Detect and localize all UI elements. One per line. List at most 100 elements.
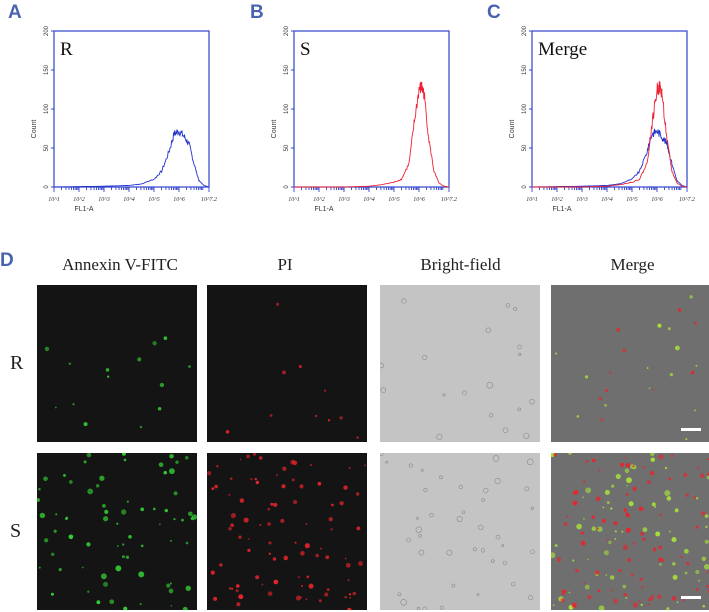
fluorescence-image (37, 285, 197, 442)
red-cell (229, 477, 233, 480)
red-cell (600, 418, 604, 422)
cell-outline (380, 387, 387, 393)
green-cell (664, 490, 671, 497)
y-tick-label: 150 (284, 64, 290, 75)
green-cell (621, 530, 624, 533)
green-cell (685, 438, 688, 441)
green-cell (695, 364, 698, 367)
red-cell (261, 583, 264, 586)
red-cell (632, 602, 638, 608)
merge-image (551, 285, 709, 442)
brightfield-image (380, 453, 540, 610)
cell-outline (502, 427, 509, 434)
red-cell (268, 552, 271, 555)
red-cell (207, 471, 212, 476)
cell-outline (529, 399, 535, 405)
green-cell (53, 529, 57, 533)
red-cell (659, 513, 662, 517)
green-cell (624, 468, 630, 474)
green-cell (551, 552, 556, 559)
green-cell (170, 604, 173, 607)
red-cell (560, 598, 565, 603)
green-cell (140, 507, 144, 512)
red-cell (585, 459, 589, 463)
green-cell (615, 473, 621, 480)
scale-bar (681, 428, 701, 431)
image-s-merge (551, 453, 709, 610)
column-header-merge: Merge (610, 255, 655, 274)
red-cell (300, 551, 305, 556)
red-cell (255, 480, 260, 485)
x-tick-label: 10^1 (526, 197, 538, 203)
green-cell (674, 345, 680, 351)
cell-outline (456, 516, 463, 522)
green-cell (191, 514, 197, 520)
red-cell (219, 563, 223, 567)
red-cell (642, 466, 646, 469)
red-cell (652, 388, 655, 391)
red-cell (345, 562, 351, 568)
green-cell (54, 406, 57, 409)
red-cell (625, 512, 629, 516)
cell-outline (486, 381, 494, 389)
red-cell (214, 484, 218, 489)
green-cell (654, 505, 657, 509)
red-cell (647, 603, 650, 606)
cell-outline (490, 559, 495, 563)
red-cell (324, 592, 329, 597)
cell-outline (502, 560, 507, 565)
red-cell (280, 518, 285, 523)
red-cell (685, 493, 689, 497)
green-cell (591, 526, 597, 532)
x-tick-label: 10^7.2 (679, 197, 695, 203)
red-cell (630, 573, 635, 577)
red-cell (620, 462, 625, 467)
green-cell (683, 548, 689, 554)
cell-outline (436, 433, 443, 440)
x-tick-label: 10^7.2 (201, 197, 217, 203)
red-cell (300, 584, 303, 587)
red-cell (632, 465, 635, 468)
cell-outline (528, 595, 533, 601)
x-tick-label: 10^2 (73, 197, 85, 203)
red-cell (677, 308, 682, 312)
red-cell (566, 515, 569, 518)
red-cell (563, 522, 568, 527)
cell-outline (400, 599, 407, 606)
red-cell (243, 517, 249, 523)
red-cell (327, 419, 331, 422)
image-background (380, 285, 540, 442)
red-cell (595, 496, 601, 502)
image-r-merge (551, 285, 709, 442)
red-cell (326, 588, 330, 592)
red-cell (356, 526, 361, 531)
green-cell (667, 327, 671, 331)
green-cell (173, 517, 176, 521)
cell-outline (513, 307, 518, 311)
red-cell (630, 599, 633, 602)
green-cell (87, 488, 94, 495)
y-tick-label: 100 (44, 103, 50, 114)
row-label-s: S (10, 520, 22, 542)
red-cell (701, 511, 706, 516)
cell-outline (473, 547, 477, 552)
x-axis-title: FL1-A (552, 206, 571, 213)
x-tick-label: 10^2 (551, 197, 563, 203)
green-cell (650, 453, 655, 456)
green-cell (100, 573, 107, 580)
green-cell (169, 582, 172, 585)
green-cell (115, 565, 122, 572)
green-cell (568, 453, 572, 455)
red-cell (317, 481, 322, 486)
cell-outline (485, 327, 492, 333)
green-cell (68, 480, 73, 484)
red-cell (625, 527, 631, 533)
y-tick-label: 100 (522, 103, 528, 114)
red-cell (211, 487, 215, 491)
y-tick-label: 200 (284, 25, 290, 36)
green-cell (655, 531, 661, 537)
x-tick-label: 10^3 (576, 197, 588, 203)
red-cell (299, 596, 302, 599)
image-background (207, 285, 367, 442)
cell-outline (517, 407, 522, 412)
